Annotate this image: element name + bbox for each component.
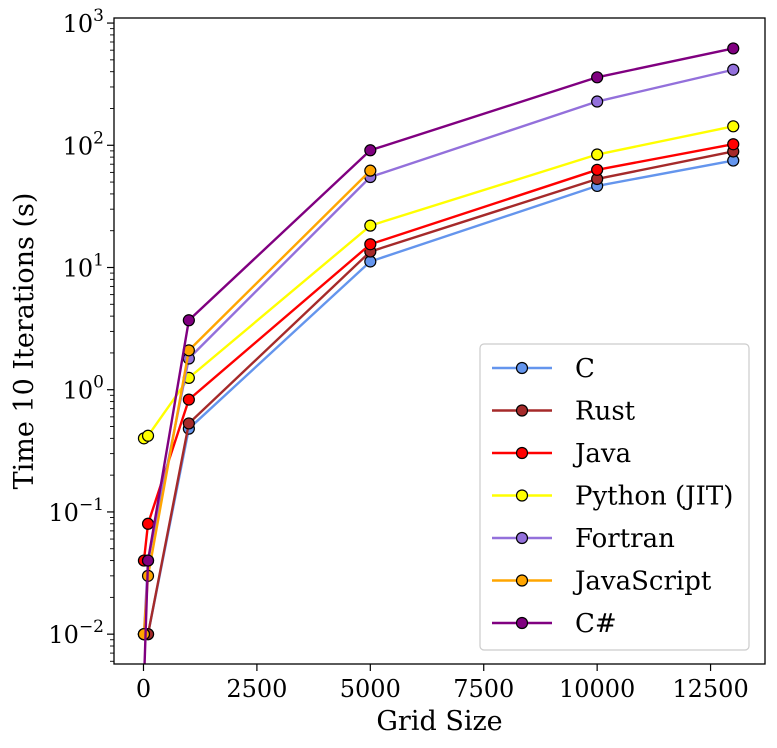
legend-item: Fortran [492, 524, 675, 554]
data-point [727, 63, 740, 76]
x-axis-label: Grid Size [376, 706, 502, 737]
legend-label: C# [575, 609, 617, 639]
legend-marker [515, 446, 529, 460]
legend-label: Python (JIT) [575, 482, 733, 512]
data-point [364, 164, 377, 177]
data-point [137, 628, 151, 641]
x-tick-label: 10000 [559, 675, 635, 703]
y-tick-base: 10 [48, 621, 79, 649]
legend-marker [515, 361, 529, 375]
y-tick-exponent: −2 [79, 617, 104, 637]
y-tick-label: 10−1 [48, 495, 104, 527]
y-tick-exponent: 0 [93, 373, 104, 393]
series-line [142, 169, 372, 635]
series-java [137, 138, 740, 567]
legend-label: Rust [575, 397, 636, 427]
series-python-jit- [137, 120, 740, 445]
data-point [182, 314, 195, 327]
x-axis: 0 2500 5000 7500 10000 12500 [136, 664, 749, 703]
y-tick-exponent: 3 [93, 6, 104, 26]
data-point [364, 144, 377, 157]
data-point [727, 138, 740, 151]
legend-marker [515, 616, 529, 630]
data-point [182, 393, 195, 406]
y-tick-label: 101 [63, 251, 104, 283]
y-tick-exponent: −1 [79, 495, 104, 515]
y-tick-base: 10 [63, 132, 94, 160]
series-line [142, 143, 734, 561]
y-tick-base: 10 [63, 377, 94, 405]
y-tick-base: 10 [48, 499, 79, 527]
data-point [141, 517, 155, 530]
legend-label: C [575, 354, 595, 384]
data-point [591, 148, 604, 161]
y-axis-label: Time 10 Iterations (s) [9, 193, 40, 490]
data-point [364, 238, 377, 251]
data-point [591, 95, 604, 108]
y-tick-exponent: 2 [93, 128, 104, 148]
x-tick-label: 2500 [226, 675, 287, 703]
y-tick-label: 103 [63, 6, 104, 38]
legend-marker [515, 531, 529, 545]
legend-item: C [492, 354, 595, 384]
legend-item: JavaScript [492, 567, 712, 597]
y-tick-base: 10 [63, 10, 94, 38]
series-line [143, 47, 734, 664]
plot-frame [113, 17, 766, 665]
legend-marker [515, 404, 529, 417]
x-tick-label: 12500 [672, 675, 748, 703]
data-point [364, 219, 377, 232]
legend-item: Java [492, 439, 631, 469]
legend-label: Fortran [575, 524, 675, 554]
legend-box [479, 343, 750, 651]
data-point [141, 554, 155, 567]
x-tick-label: 5000 [340, 675, 401, 703]
legend-label: Java [572, 439, 631, 469]
y-tick-label: 102 [63, 128, 104, 160]
legend-marker [515, 489, 529, 502]
legend-marker [515, 574, 529, 587]
y-tick-exponent: 1 [93, 251, 104, 271]
y-tick-label: 10−2 [48, 617, 104, 649]
legend-item: Python (JIT) [492, 482, 733, 512]
legend-item: Rust [492, 397, 636, 427]
data-point [141, 429, 155, 442]
data-point [591, 71, 604, 84]
data-point [182, 417, 195, 430]
y-tick-base: 10 [63, 255, 94, 283]
data-point [727, 42, 740, 55]
legend-label: JavaScript [572, 567, 712, 597]
data-point [591, 163, 604, 176]
legend-item: C# [492, 609, 617, 639]
data-point [727, 120, 740, 133]
series-layer [137, 42, 740, 664]
x-tick-label: 7500 [453, 675, 514, 703]
series-c- [141, 42, 740, 664]
x-tick-label: 0 [136, 675, 151, 703]
y-tick-label: 100 [63, 373, 104, 405]
legend: C Rust Java Python (JIT) Fortran JavaScript C# [479, 343, 750, 651]
